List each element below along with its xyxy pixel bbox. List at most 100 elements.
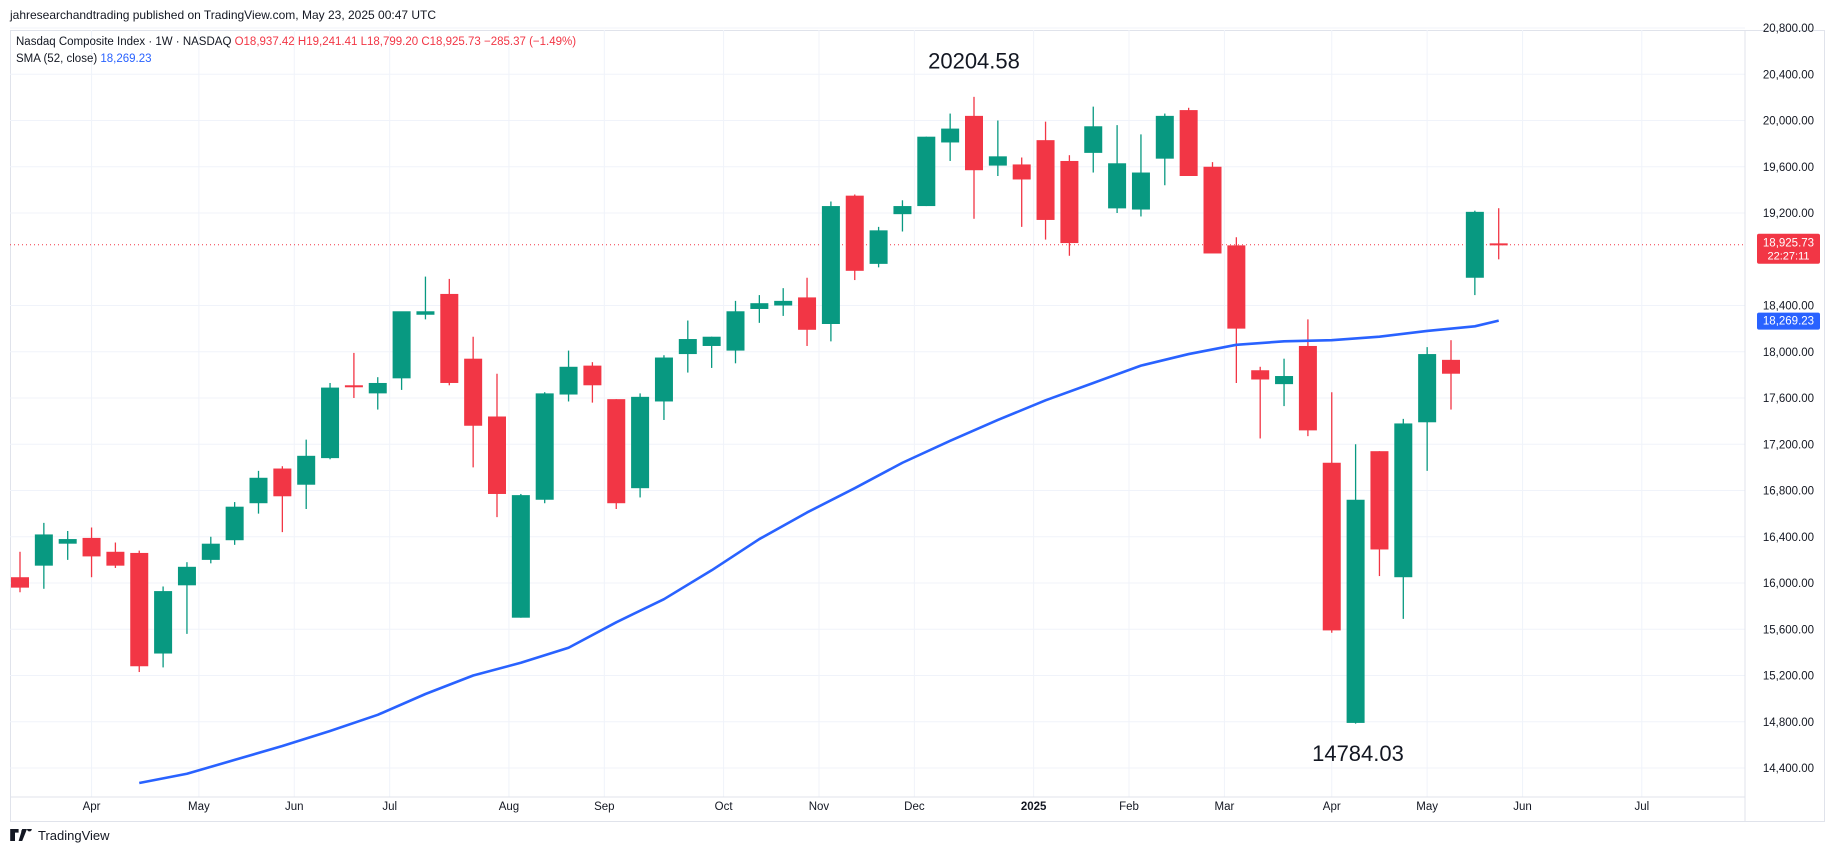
- price-tick-label: 14,800.00: [1763, 717, 1814, 729]
- price-tick-label: 19,600.00: [1763, 162, 1814, 174]
- time-tick-label: Sep: [594, 801, 614, 813]
- time-tick-label: 2025: [1021, 801, 1047, 813]
- candle-body: [344, 385, 363, 388]
- candle-body: [654, 357, 673, 402]
- candle-body: [535, 393, 554, 500]
- candle-body: [1203, 166, 1222, 254]
- tradingview-logo-text[interactable]: TradingView: [38, 827, 110, 843]
- price-annotation: 20204.58: [928, 48, 1020, 73]
- candle-body: [1489, 243, 1508, 246]
- price-tick-label: 20,400.00: [1763, 69, 1814, 81]
- candle-body: [488, 416, 506, 494]
- price-tick-label: 17,600.00: [1763, 393, 1814, 405]
- candle-body: [1275, 376, 1294, 385]
- candle-body: [321, 387, 340, 459]
- candle-body: [1060, 160, 1079, 244]
- candle-body: [177, 566, 196, 586]
- candle-body: [106, 551, 125, 566]
- legend-high: H19,241.41: [297, 36, 358, 48]
- price-tick-label: 17,200.00: [1763, 439, 1814, 451]
- legend-sma-label[interactable]: SMA (52, close): [16, 53, 98, 65]
- candle-body: [845, 195, 864, 271]
- candle-body: [1394, 423, 1413, 578]
- time-tick-label: Jul: [382, 801, 397, 813]
- candle-body: [702, 336, 721, 346]
- candle-body: [965, 115, 983, 171]
- candle-body: [511, 495, 530, 618]
- time-tick-label: Jun: [1513, 801, 1532, 813]
- legend-sma-row: SMA (52, close) 18,269.23: [16, 51, 576, 68]
- time-tick-label: Mar: [1215, 801, 1235, 813]
- legend-close: C18,925.73: [421, 36, 481, 48]
- candle-body: [1322, 462, 1341, 631]
- sma-line: [139, 319, 1500, 785]
- candle-body: [154, 591, 173, 654]
- candle-body: [1179, 110, 1198, 176]
- candle-body: [893, 206, 912, 215]
- legend-symbol-row: Nasdaq Composite Index · 1W · NASDAQ O18…: [16, 34, 576, 51]
- candle-body: [416, 311, 435, 315]
- time-tick-label: May: [1416, 801, 1438, 813]
- published-info: jahresearchandtrading published on Tradi…: [10, 8, 437, 22]
- price-tick-label: 15,200.00: [1763, 671, 1814, 683]
- sma-price-tag-value: 18,269.23: [1763, 316, 1814, 328]
- candle-body: [798, 297, 817, 330]
- time-tick-label: Jun: [285, 801, 304, 813]
- candle-body: [1370, 451, 1389, 550]
- candle-body: [34, 534, 53, 566]
- price-tick-label: 20,000.00: [1763, 116, 1814, 128]
- candle-body: [1418, 354, 1437, 423]
- candle-body: [1251, 370, 1270, 380]
- time-tick-label: Feb: [1119, 801, 1139, 813]
- chart-frame[interactable]: [10, 30, 1825, 822]
- bar-countdown: 22:27:11: [1767, 251, 1809, 263]
- candle-body: [869, 230, 888, 264]
- time-tick-label: Jul: [1634, 801, 1649, 813]
- candle-body: [273, 468, 292, 497]
- tradingview-logo-icon[interactable]: [10, 829, 32, 841]
- candle-body: [1131, 172, 1150, 210]
- candle-body: [297, 455, 316, 485]
- candle-body: [1346, 499, 1365, 723]
- legend-sma-value: 18,269.23: [100, 53, 152, 65]
- candle-body: [726, 311, 745, 351]
- price-tick-label: 16,000.00: [1763, 578, 1814, 590]
- candle-body: [1442, 359, 1460, 374]
- chart-legend: Nasdaq Composite Index · 1W · NASDAQ O18…: [16, 34, 576, 68]
- price-annotation: 14784.03: [1312, 741, 1404, 766]
- candle-body: [1465, 211, 1484, 278]
- time-tick-label: Oct: [715, 801, 734, 813]
- candle-body: [464, 358, 483, 426]
- candle-body: [1298, 345, 1317, 431]
- time-tick-label: Aug: [499, 801, 519, 813]
- candle-body: [368, 382, 387, 394]
- candle-body: [392, 311, 411, 379]
- candle-body: [750, 303, 769, 309]
- time-tick-label: Apr: [1323, 801, 1341, 813]
- price-tick-label: 14,400.00: [1763, 763, 1814, 775]
- candle-body: [988, 156, 1007, 166]
- candle-body: [917, 136, 936, 207]
- candle-body: [11, 577, 29, 588]
- candle-body: [774, 300, 793, 306]
- candle-body: [1036, 140, 1055, 220]
- last-price-tag-value: 18,925.73: [1763, 238, 1814, 250]
- footer: TradingView: [10, 824, 110, 846]
- candle-body: [821, 206, 840, 324]
- last-price-tag: [1757, 233, 1820, 264]
- candle-body: [678, 339, 697, 355]
- candle-body: [583, 365, 602, 386]
- candle-body: [607, 399, 626, 504]
- candle-body: [1084, 126, 1103, 153]
- candle-body: [82, 537, 101, 557]
- sma-price-tag: [1757, 312, 1820, 330]
- time-tick-label: Apr: [83, 801, 101, 813]
- time-tick-label: Nov: [809, 801, 830, 813]
- candle-body: [225, 506, 244, 541]
- legend-low: L18,799.20: [360, 36, 419, 48]
- legend-symbol[interactable]: Nasdaq Composite Index · 1W · NASDAQ: [16, 36, 232, 48]
- candle-body: [941, 128, 960, 143]
- candle-body: [1155, 115, 1174, 159]
- price-tick-label: 19,200.00: [1763, 208, 1814, 220]
